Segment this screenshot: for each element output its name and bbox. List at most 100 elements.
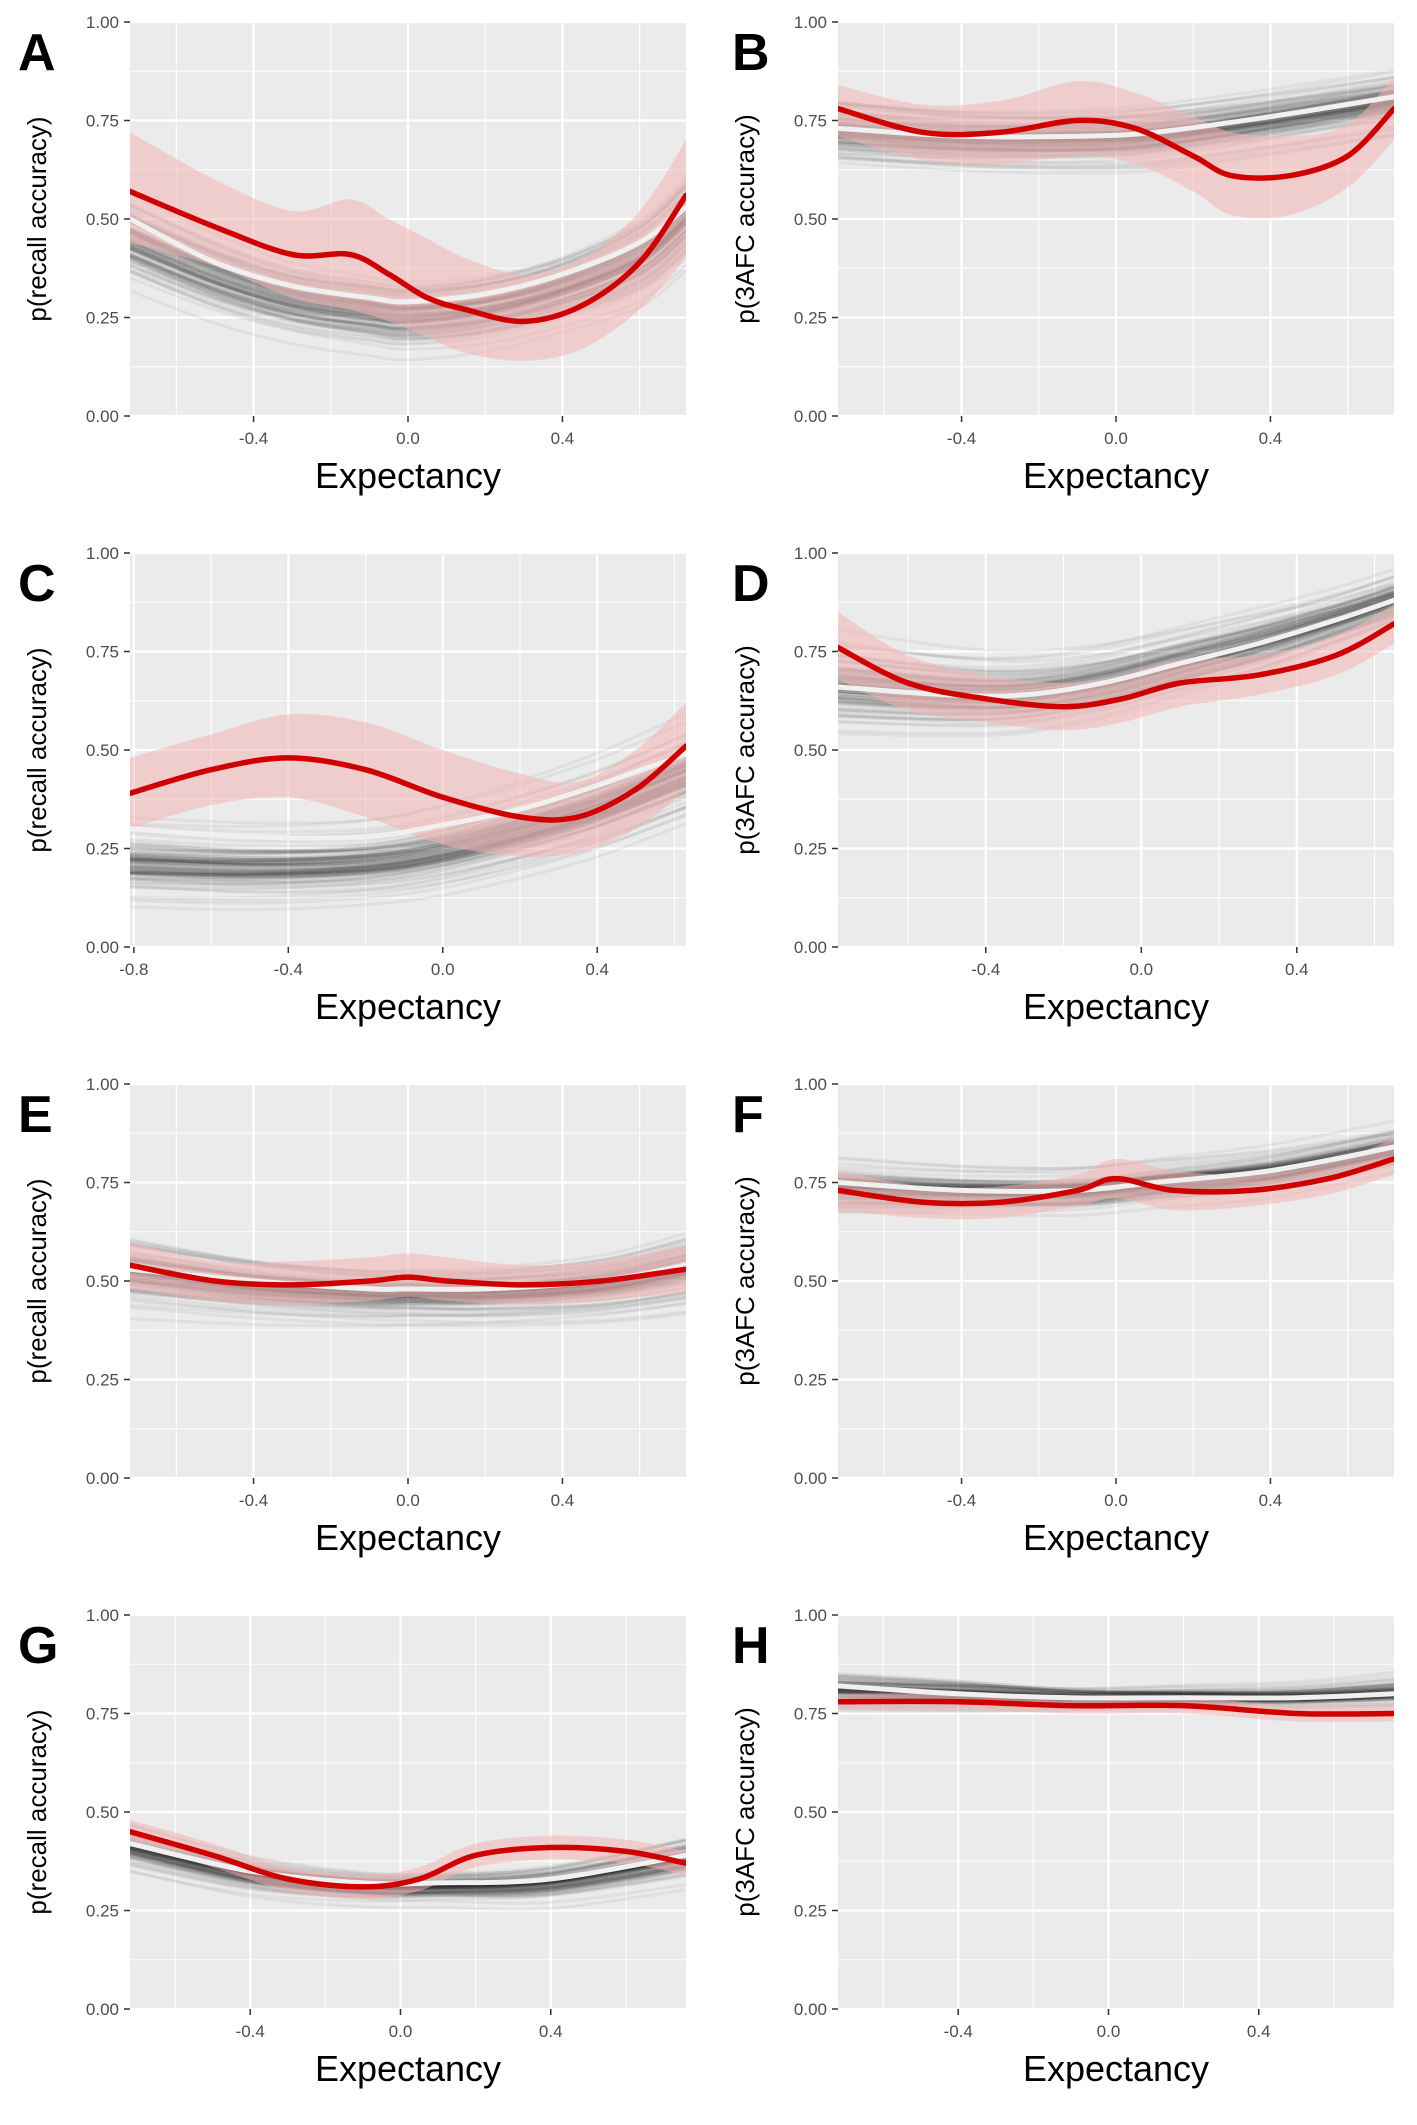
y-tick-label: 0.00 xyxy=(794,1469,827,1488)
y-axis: 0.00 0.25 0.50 0.75 1.00 xyxy=(86,544,130,957)
y-tick-label: 0.25 xyxy=(86,840,119,859)
simulation-line xyxy=(838,1680,1394,1695)
y-tick-label: 0.25 xyxy=(794,1902,827,1921)
grid-lines xyxy=(130,1613,686,2011)
model-mean-line xyxy=(838,1683,1394,1701)
simulation-line xyxy=(130,1855,686,1905)
chart-panel-f: 0.00 0.25 0.50 0.75 1.00 -0.4 0.0 0.4 Expectancy… xyxy=(730,1075,1394,1558)
simulation-line xyxy=(838,1676,1394,1696)
simulation-line xyxy=(130,1294,686,1317)
y-tick-label: 0.75 xyxy=(86,1174,119,1193)
x-axis-title: Expectancy xyxy=(1023,986,1209,1027)
x-axis-title: Expectancy xyxy=(315,986,501,1027)
y-tick-label: 0.50 xyxy=(86,741,119,760)
y-tick-label: 0.25 xyxy=(794,309,827,328)
x-axis: -0.8 -0.4 0.0 0.4 xyxy=(119,947,609,979)
panel-letter: D xyxy=(732,555,770,613)
grid-lines xyxy=(838,1613,1394,2011)
simulation-line xyxy=(130,1290,686,1315)
simulation-line xyxy=(838,1676,1394,1697)
y-tick-label: 0.75 xyxy=(794,112,827,131)
y-tick-label: 1.00 xyxy=(86,1075,119,1094)
y-axis-title: p(3AFC accuracy) xyxy=(730,1176,760,1386)
simulation-line-core xyxy=(838,1682,1394,1697)
simulation-line xyxy=(838,575,1394,669)
y-tick-label: 0.00 xyxy=(794,938,827,957)
simulation-line-core xyxy=(838,1684,1394,1698)
x-axis-title: Expectancy xyxy=(1023,455,1209,496)
x-axis: -0.4 0.0 0.4 xyxy=(947,416,1282,448)
chart-panel-c: 0.00 0.25 0.50 0.75 1.00 -0.8 -0.4 0.0 0.4 Expect… xyxy=(18,544,686,1027)
y-tick-label: 0.50 xyxy=(86,1272,119,1291)
y-axis-title: p(3AFC accuracy) xyxy=(730,1707,760,1917)
chart-panel-d: 0.00 0.25 0.50 0.75 1.00 -0.4 0.0 0.4 Expectancy… xyxy=(730,544,1394,1027)
y-tick-label: 0.75 xyxy=(86,643,119,662)
plot-area xyxy=(838,1670,1394,1722)
x-tick-label: 0.0 xyxy=(396,429,420,448)
simulation-line xyxy=(838,1673,1394,1695)
y-tick-label: 0.50 xyxy=(794,1272,827,1291)
simulation-line xyxy=(130,1296,686,1324)
x-tick-label: 0.0 xyxy=(431,960,455,979)
x-tick-label: -0.8 xyxy=(119,960,148,979)
plot-area xyxy=(838,68,1394,219)
x-axis: -0.4 0.0 0.4 xyxy=(944,2009,1271,2041)
y-axis-title: p(recall accuracy) xyxy=(22,1178,52,1383)
x-axis: -0.4 0.0 0.4 xyxy=(947,1478,1282,1510)
model-mean-line xyxy=(130,751,686,841)
y-tick-label: 1.00 xyxy=(86,544,119,563)
simulation-line xyxy=(130,1288,686,1318)
y-tick-label: 1.00 xyxy=(86,13,119,32)
simulation-line xyxy=(838,1683,1394,1696)
y-axis-title: p(recall accuracy) xyxy=(22,647,52,852)
y-tick-label: 0.00 xyxy=(86,1469,119,1488)
observed-line xyxy=(130,743,686,823)
x-tick-label: 0.4 xyxy=(539,2022,563,2041)
simulation-line xyxy=(130,1864,686,1900)
y-tick-label: 1.00 xyxy=(794,1075,827,1094)
observed-line xyxy=(838,621,1394,710)
y-axis: 0.00 0.25 0.50 0.75 1.00 xyxy=(86,1606,130,2019)
simulation-line xyxy=(838,1681,1394,1694)
y-tick-label: 0.00 xyxy=(86,407,119,426)
y-tick-label: 0.75 xyxy=(86,1705,119,1724)
y-tick-label: 0.00 xyxy=(794,2000,827,2019)
x-tick-label: -0.4 xyxy=(947,1491,976,1510)
simulation-line xyxy=(838,114,1394,165)
x-axis: -0.4 0.0 0.4 xyxy=(236,2009,563,2041)
y-axis: 0.00 0.25 0.50 0.75 1.00 xyxy=(794,13,838,426)
y-tick-label: 0.25 xyxy=(794,840,827,859)
simulation-line xyxy=(130,1291,686,1319)
y-tick-label: 0.75 xyxy=(794,643,827,662)
x-tick-label: 0.4 xyxy=(1247,2022,1271,2041)
x-tick-label: 0.4 xyxy=(1285,960,1309,979)
y-tick-label: 1.00 xyxy=(794,13,827,32)
observed-line xyxy=(838,1698,1394,1717)
y-tick-label: 0.50 xyxy=(794,1803,827,1822)
x-tick-label: 0.0 xyxy=(1104,1491,1128,1510)
y-tick-label: 1.00 xyxy=(794,1606,827,1625)
x-tick-label: 0.4 xyxy=(551,429,575,448)
chart-panel-b: 0.00 0.25 0.50 0.75 1.00 -0.4 0.0 0.4 Expectancy… xyxy=(730,13,1394,496)
simulation-line xyxy=(130,822,686,912)
observed-line xyxy=(838,105,1394,181)
y-tick-label: 0.00 xyxy=(86,938,119,957)
simulation-line xyxy=(838,1678,1394,1697)
simulation-line xyxy=(838,567,1394,660)
x-axis: -0.4 0.0 0.4 xyxy=(971,947,1309,979)
simulation-line xyxy=(130,1868,686,1903)
y-axis: 0.00 0.25 0.50 0.75 1.00 xyxy=(794,1606,838,2019)
y-axis: 0.00 0.25 0.50 0.75 1.00 xyxy=(794,1075,838,1488)
y-tick-label: 0.00 xyxy=(86,2000,119,2019)
y-tick-label: 0.00 xyxy=(794,407,827,426)
y-axis-title: p(recall accuracy) xyxy=(22,116,52,321)
observed-line xyxy=(130,1828,686,1890)
x-tick-label: -0.4 xyxy=(274,960,303,979)
y-tick-label: 0.75 xyxy=(794,1705,827,1724)
y-axis: 0.00 0.25 0.50 0.75 1.00 xyxy=(86,13,130,426)
simulation-line xyxy=(130,1301,686,1328)
y-tick-label: 1.00 xyxy=(794,544,827,563)
x-axis-title: Expectancy xyxy=(1023,1517,1209,1558)
x-tick-label: 0.4 xyxy=(551,1491,575,1510)
